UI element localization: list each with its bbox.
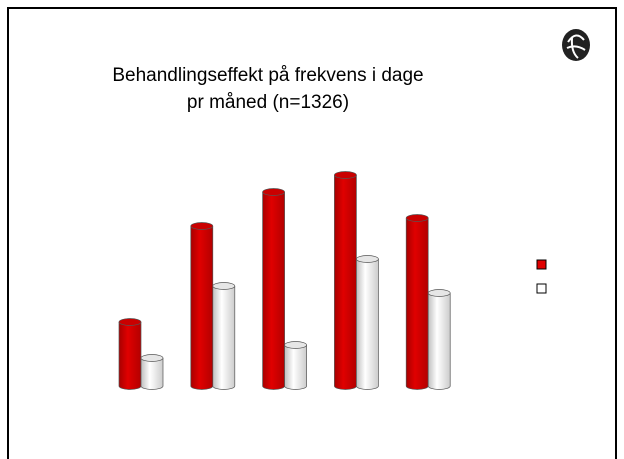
bar xyxy=(140,354,164,390)
bar xyxy=(212,282,236,390)
legend-swatch xyxy=(536,259,547,270)
bar xyxy=(262,188,285,390)
chart-title: Behandlingseffekt på frekvens i dage pr … xyxy=(112,65,424,113)
legend-swatch xyxy=(536,283,547,294)
bar xyxy=(190,222,214,390)
logo xyxy=(562,29,590,61)
bar xyxy=(427,289,451,390)
bar xyxy=(405,214,429,390)
bar xyxy=(334,171,357,390)
bar xyxy=(118,318,142,390)
frame xyxy=(7,7,617,459)
bar xyxy=(284,341,307,390)
bar xyxy=(356,255,379,390)
